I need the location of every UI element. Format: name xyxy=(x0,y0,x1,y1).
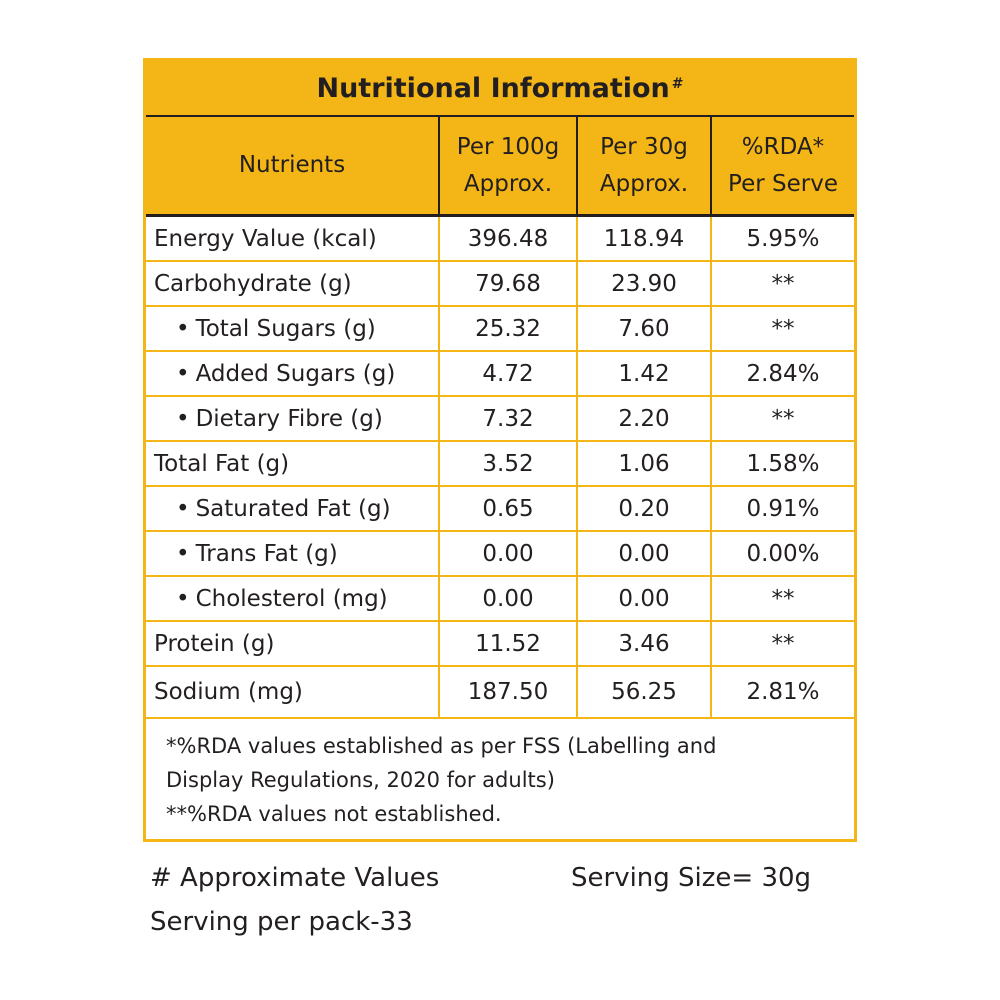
value-per-100g: 0.00 xyxy=(438,531,577,577)
nutrition-title: Nutritional Information xyxy=(316,72,670,104)
table-row: Added Sugars (g)4.721.422.84% xyxy=(146,351,854,397)
footnote-rda-established-cont: Display Regulations, 2020 for adults) xyxy=(166,768,555,792)
value-per-100g: 187.50 xyxy=(438,666,577,719)
value-rda: 2.81% xyxy=(710,666,854,719)
table-row: Trans Fat (g)0.000.000.00% xyxy=(146,531,854,577)
value-per-30g: 23.90 xyxy=(576,261,711,307)
value-rda: 0.91% xyxy=(710,486,854,532)
nutrition-table-body: Energy Value (kcal) 396.48 118.94 5.95% Carb… xyxy=(146,215,854,719)
table-row: Energy Value (kcal) 396.48 118.94 5.95% xyxy=(146,215,854,262)
value-rda: ** xyxy=(710,306,854,352)
header-nutrients: Nutrients xyxy=(146,117,439,217)
header-rda: %RDA* Per Serve xyxy=(710,117,854,217)
footnote-rda-not-established: **%RDA values not established. xyxy=(166,802,502,826)
nutrient-name: Sodium (mg) xyxy=(146,666,439,719)
footnotes: *%RDA values established as per FSS (Lab… xyxy=(166,729,846,831)
table-row: Carbohydrate (g) 79.68 23.90 ** xyxy=(146,261,854,307)
value-per-100g: 0.65 xyxy=(438,486,577,532)
value-per-100g: 25.32 xyxy=(438,306,577,352)
nutrition-panel: Nutritional Information # Nutrients Per 1… xyxy=(143,58,857,842)
nutrient-name: Protein (g) xyxy=(146,621,439,667)
value-per-100g: 11.52 xyxy=(438,621,577,667)
value-per-100g: 79.68 xyxy=(438,261,577,307)
nutrient-name: Total Fat (g) xyxy=(146,441,439,487)
header-per-30g: Per 30g Approx. xyxy=(576,117,711,217)
nutrition-table: Nutrients Per 100g Approx. Per 30g Approx.… xyxy=(146,117,854,719)
value-per-30g: 2.20 xyxy=(576,396,711,442)
nutrition-title-bar: Nutritional Information # xyxy=(146,61,854,117)
table-row: Total Fat (g) 3.52 1.06 1.58% xyxy=(146,441,854,487)
value-per-30g: 56.25 xyxy=(576,666,711,719)
value-rda: 1.58% xyxy=(710,441,854,487)
nutrient-name: Added Sugars (g) xyxy=(146,351,439,397)
value-per-30g: 3.46 xyxy=(576,621,711,667)
value-per-100g: 4.72 xyxy=(438,351,577,397)
value-per-30g: 1.06 xyxy=(576,441,711,487)
value-per-30g: 7.60 xyxy=(576,306,711,352)
value-rda: ** xyxy=(710,576,854,622)
value-rda: 5.95% xyxy=(710,215,854,262)
table-row: Saturated Fat (g)0.650.200.91% xyxy=(146,486,854,532)
nutrient-name: Total Sugars (g) xyxy=(146,306,439,352)
nutrient-name: Saturated Fat (g) xyxy=(146,486,439,532)
table-row: Protein (g) 11.52 3.46 ** xyxy=(146,621,854,667)
nutrient-name: Dietary Fibre (g) xyxy=(146,396,439,442)
value-rda: 2.84% xyxy=(710,351,854,397)
approximate-values-note: # Approximate Values xyxy=(150,863,440,893)
value-rda: 0.00% xyxy=(710,531,854,577)
value-per-30g: 1.42 xyxy=(576,351,711,397)
value-per-30g: 0.20 xyxy=(576,486,711,532)
value-rda: ** xyxy=(710,261,854,307)
table-row: Dietary Fibre (g)7.322.20** xyxy=(146,396,854,442)
value-per-100g: 3.52 xyxy=(438,441,577,487)
value-per-100g: 396.48 xyxy=(438,215,577,262)
nutrient-name: Energy Value (kcal) xyxy=(146,215,439,262)
nutrient-name: Carbohydrate (g) xyxy=(146,261,439,307)
servings-per-pack: Serving per pack-33 xyxy=(150,907,413,937)
value-per-30g: 0.00 xyxy=(576,531,711,577)
table-row: Sodium (mg) 187.50 56.25 2.81% xyxy=(146,666,854,719)
serving-size: Serving Size= 30g xyxy=(571,863,812,893)
footnote-rda-established: *%RDA values established as per FSS (Lab… xyxy=(166,734,717,758)
value-per-30g: 0.00 xyxy=(576,576,711,622)
nutrient-name: Trans Fat (g) xyxy=(146,531,439,577)
header-per-100g: Per 100g Approx. xyxy=(438,117,577,217)
value-per-100g: 0.00 xyxy=(438,576,577,622)
table-row: Cholesterol (mg)0.000.00** xyxy=(146,576,854,622)
title-approx-mark: # xyxy=(671,76,684,92)
value-per-100g: 7.32 xyxy=(438,396,577,442)
value-per-30g: 118.94 xyxy=(576,215,711,262)
table-header-row: Nutrients Per 100g Approx. Per 30g Approx.… xyxy=(146,117,854,217)
nutrient-name: Cholesterol (mg) xyxy=(146,576,439,622)
value-rda: ** xyxy=(710,396,854,442)
value-rda: ** xyxy=(710,621,854,667)
table-row: Total Sugars (g)25.327.60** xyxy=(146,306,854,352)
